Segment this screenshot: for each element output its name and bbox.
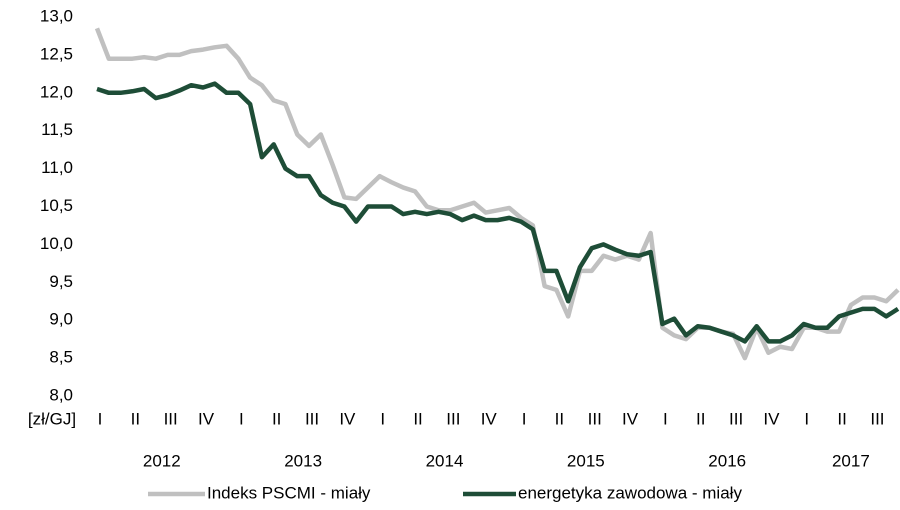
year-label: 2017 [832, 451, 870, 470]
x-tick-label: IV [622, 409, 639, 428]
x-tick-label: III [164, 409, 178, 428]
year-label: 2016 [708, 451, 746, 470]
x-tick-label: I [522, 409, 527, 428]
x-tick-label: II [413, 409, 422, 428]
y-tick-label: 8,5 [49, 348, 73, 367]
year-label: 2015 [567, 451, 605, 470]
x-tick-label: I [804, 409, 809, 428]
year-label: 2012 [143, 451, 181, 470]
x-tick-label: II [272, 409, 281, 428]
x-tick-label: II [131, 409, 140, 428]
x-tick-label: III [446, 409, 460, 428]
x-tick-label: III [305, 409, 319, 428]
x-tick-label: IV [763, 409, 780, 428]
y-tick-label: 11,0 [41, 158, 73, 177]
x-tick-label: III [729, 409, 743, 428]
series-line [96, 81, 900, 344]
x-tick-label: I [239, 409, 244, 428]
x-tick-label: IV [481, 409, 498, 428]
y-tick-label: 12,5 [40, 44, 73, 63]
x-tick-label: II [696, 409, 705, 428]
y-tick-label: 9,5 [49, 272, 73, 291]
legend-label: Indeks PSCMI - miały [207, 483, 371, 502]
legend-label: energetyka zawodowa - miały [518, 483, 742, 502]
x-tick-label: II [837, 409, 846, 428]
y-tick-label: 11,5 [41, 120, 73, 139]
x-tick-label: III [588, 409, 602, 428]
y-tick-label: 8,0 [49, 385, 73, 404]
x-tick-label: IV [198, 409, 215, 428]
x-tick-label: I [380, 409, 385, 428]
y-axis-label: [zł/GJ] [28, 409, 76, 428]
year-label: 2014 [426, 451, 464, 470]
y-tick-label: 12,0 [40, 82, 73, 101]
y-tick-label: 10,0 [40, 234, 73, 253]
x-tick-label: II [555, 409, 564, 428]
series-line [94, 27, 900, 361]
y-tick-label: 10,5 [40, 196, 73, 215]
y-tick-label: 13,0 [40, 6, 73, 25]
year-label: 2013 [284, 451, 322, 470]
y-tick-label: 9,0 [49, 310, 73, 329]
x-tick-label: IV [339, 409, 356, 428]
x-tick-label: I [663, 409, 668, 428]
x-tick-label: I [98, 409, 103, 428]
x-tick-label: III [870, 409, 884, 428]
